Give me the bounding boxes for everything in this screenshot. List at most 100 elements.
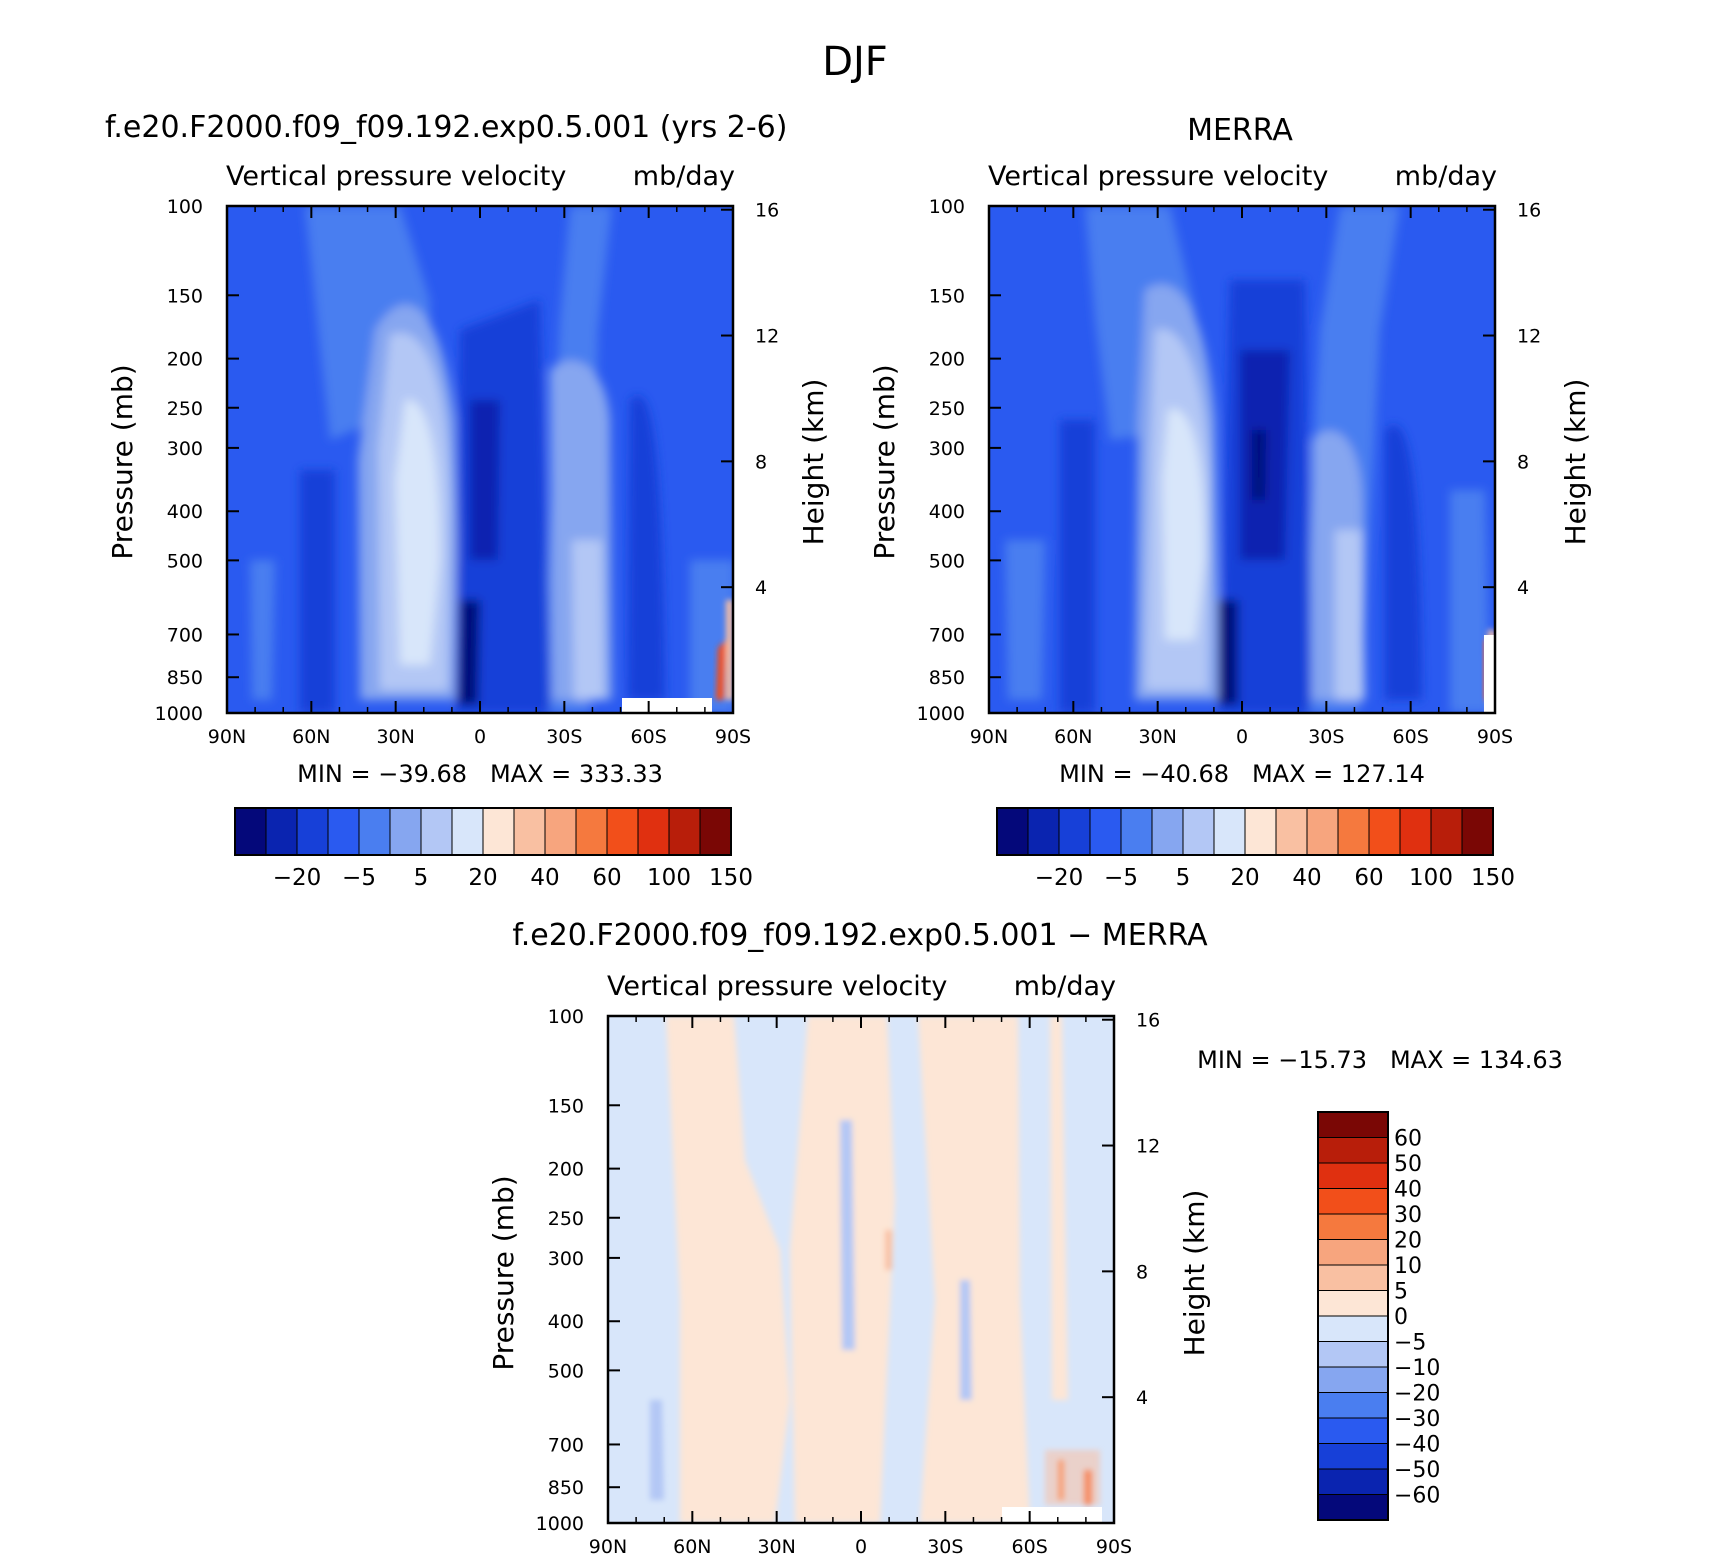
field-negative-streak-1 xyxy=(840,1120,855,1350)
colorbar-tick-label: 100 xyxy=(647,865,691,891)
panel-diff: f.e20.F2000.f09_f09.192.exp0.5.001 − MER… xyxy=(487,918,1563,1558)
colorbar-swatch xyxy=(1244,807,1277,856)
field-missing-data xyxy=(622,698,712,713)
panel-merra-ylabel: Pressure (mb) xyxy=(868,364,901,559)
colorbar-swatch xyxy=(1182,807,1215,856)
y-tick-label: 100 xyxy=(548,1006,584,1028)
y-tick-label: 100 xyxy=(929,196,965,218)
colorbar-swatch xyxy=(1120,807,1153,856)
panel-model-ylabel: Pressure (mb) xyxy=(106,364,139,559)
height-tick-label: 8 xyxy=(1136,1261,1148,1283)
colorbar-swatch xyxy=(513,807,546,856)
field-itcz-core xyxy=(1218,600,1238,705)
y-tick-label: 150 xyxy=(929,285,965,307)
field-itcz-core-upper xyxy=(1252,430,1266,500)
y-tick-label: 250 xyxy=(167,398,203,420)
x-tick-label: 60N xyxy=(673,1536,711,1558)
field-descending-core xyxy=(395,399,440,665)
colorbar-swatch xyxy=(637,807,670,856)
colorbar-swatch xyxy=(1430,807,1463,856)
y-tick-label: 500 xyxy=(167,550,203,572)
panel-merra-field xyxy=(989,206,1495,713)
field-positive-band-1 xyxy=(666,1016,790,1523)
y-tick-label: 400 xyxy=(167,501,203,523)
x-tick-label: 0 xyxy=(1236,726,1248,748)
colorbar-swatch xyxy=(265,807,298,856)
colorbar-tick-label: 5 xyxy=(1394,1280,1408,1305)
panel-model-field xyxy=(227,206,733,713)
colorbar-swatch xyxy=(1317,1417,1389,1444)
x-tick-label: 90S xyxy=(1096,1536,1132,1558)
panel-merra-ylabel-right: Height (km) xyxy=(1559,379,1592,546)
colorbar-swatch xyxy=(1317,1137,1389,1164)
x-tick-label: 60S xyxy=(1393,726,1429,748)
y-tick-label: 1000 xyxy=(536,1513,584,1535)
x-tick-label: 90N xyxy=(970,726,1008,748)
height-tick-label: 16 xyxy=(1136,1010,1160,1032)
y-tick-label: 400 xyxy=(929,501,965,523)
field-polar-warm xyxy=(1045,1450,1100,1505)
panel-merra: MERRA Vertical pressure velocity mb/day xyxy=(868,113,1592,891)
y-tick-label: 700 xyxy=(548,1434,584,1456)
colorbar-tick-label: 60 xyxy=(1354,865,1383,891)
x-tick-label: 30N xyxy=(376,726,414,748)
height-tick-label: 16 xyxy=(1517,200,1541,222)
height-tick-label: 12 xyxy=(1136,1136,1160,1158)
colorbar-swatch xyxy=(699,807,732,856)
field-itcz-core xyxy=(458,600,480,705)
x-tick-label: 0 xyxy=(855,1536,867,1558)
colorbar-swatch xyxy=(1306,807,1339,856)
colorbar-tick-label: −20 xyxy=(1394,1382,1440,1407)
height-tick-label: 8 xyxy=(1517,451,1529,473)
colorbar-tick-label: 100 xyxy=(1409,865,1453,891)
colorbar-swatch xyxy=(996,807,1029,856)
colorbar-tick-label: 20 xyxy=(468,865,497,891)
colorbar-tick-label: 150 xyxy=(709,865,753,891)
colorbar-swatch xyxy=(1368,807,1401,856)
colorbar-swatch xyxy=(1317,1341,1389,1368)
colorbar-swatch xyxy=(1461,807,1494,856)
field-north-light-patch xyxy=(250,560,275,700)
field-storm-track-north xyxy=(1060,420,1095,713)
colorbar-tick-label: 20 xyxy=(1394,1229,1422,1254)
colorbar-tick-label: 50 xyxy=(1394,1152,1422,1177)
x-tick-label: 90N xyxy=(589,1536,627,1558)
panel-model-subtitle-right: mb/day xyxy=(633,161,735,192)
height-tick-label: 4 xyxy=(1517,577,1529,599)
colorbar-swatch xyxy=(1317,1188,1389,1215)
panel-merra-colorbar: −20 −5 5 20 40 60 100 150 xyxy=(996,807,1515,891)
field-north-light-patch xyxy=(1005,540,1045,700)
y-tick-label: 150 xyxy=(548,1095,584,1117)
colorbar-frame xyxy=(1317,1111,1389,1521)
y-tick-label: 1000 xyxy=(155,703,203,725)
colorbar-swatch xyxy=(234,807,267,856)
colorbar-swatch xyxy=(575,807,608,856)
panel-diff-ylabel: Pressure (mb) xyxy=(487,1175,520,1370)
y-tick-label: 200 xyxy=(548,1159,584,1181)
x-tick-label: 60N xyxy=(292,726,330,748)
panel-diff-title: f.e20.F2000.f09_f09.192.exp0.5.001 − MER… xyxy=(512,918,1208,953)
y-tick-label: 200 xyxy=(167,349,203,371)
y-tick-label: 100 xyxy=(167,196,203,218)
y-tick-label: 300 xyxy=(548,1248,584,1270)
panel-merra-stats: MIN = −40.68 MAX = 127.14 xyxy=(1059,760,1425,788)
panel-diff-ylabel-right: Height (km) xyxy=(1178,1190,1211,1357)
panel-merra-subtitle-left: Vertical pressure velocity xyxy=(988,161,1328,192)
colorbar-tick-label: 40 xyxy=(530,865,559,891)
y-tick-label: 850 xyxy=(929,667,965,689)
figure-title: DJF xyxy=(822,39,888,85)
colorbar-frame xyxy=(234,807,732,856)
height-tick-label: 12 xyxy=(1517,326,1541,348)
panel-diff-axes: 90N 60N 30N 0 30S 60S 90S 100 150 200 250 300 400 500… xyxy=(536,1006,1161,1558)
colorbar-swatch xyxy=(1027,807,1060,856)
field-positive-streak xyxy=(885,1230,892,1270)
colorbar-frame xyxy=(996,807,1494,856)
panel-model-ylabel-right: Height (km) xyxy=(797,379,830,546)
panel-merra-subtitle-right: mb/day xyxy=(1395,161,1497,192)
panel-model-colorbar: −20 −5 5 20 40 60 100 150 xyxy=(234,807,753,891)
field-storm-track-south xyxy=(1385,424,1422,700)
field-south-descending-inner xyxy=(572,540,604,700)
colorbar-swatch xyxy=(668,807,701,856)
x-tick-label: 90S xyxy=(1477,726,1513,748)
